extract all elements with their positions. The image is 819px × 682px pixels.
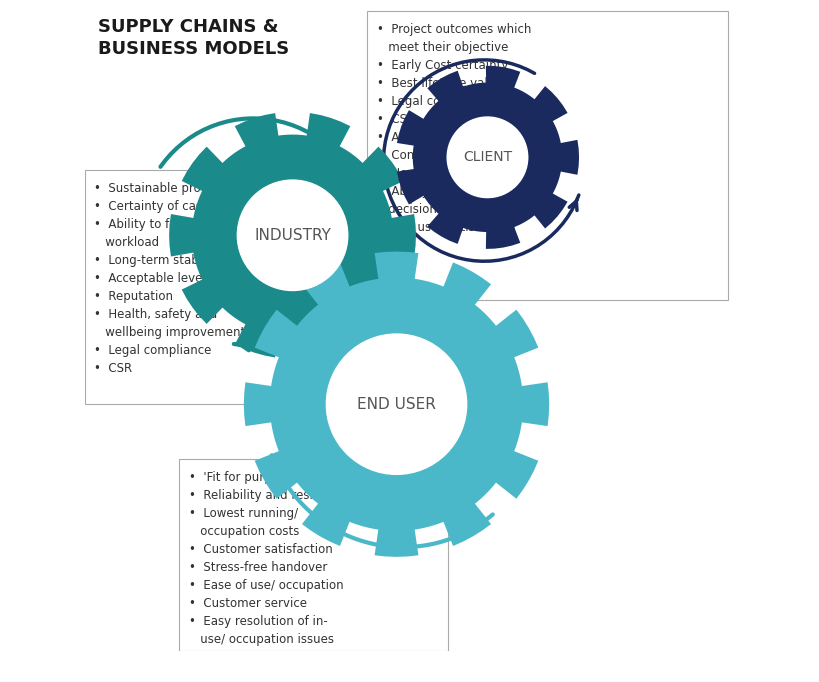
Text: •  'Fit for purpose'
•  Reliability and resilience
•  Lowest running/
   occupat: • 'Fit for purpose' • Reliability and re… [188,471,347,646]
Text: •  Project outcomes which
   meet their objective
•  Early Cost certainty
•  Bes: • Project outcomes which meet their obje… [377,23,537,234]
Circle shape [326,334,467,475]
FancyBboxPatch shape [84,170,305,404]
FancyBboxPatch shape [367,11,728,300]
Circle shape [238,180,348,291]
Circle shape [447,117,527,198]
Text: CLIENT: CLIENT [463,150,512,164]
Text: •  Sustainable profit
•  Certainty of cashflow
•  Ability to forward plan
   wor: • Sustainable profit • Certainty of cash… [94,182,251,375]
FancyBboxPatch shape [179,460,449,651]
Text: END USER: END USER [357,397,436,412]
Polygon shape [244,252,550,557]
Text: SUPPLY CHAINS &
BUSINESS MODELS: SUPPLY CHAINS & BUSINESS MODELS [97,18,289,58]
Polygon shape [169,113,416,357]
Polygon shape [397,65,579,249]
Text: INDUSTRY: INDUSTRY [254,228,331,243]
